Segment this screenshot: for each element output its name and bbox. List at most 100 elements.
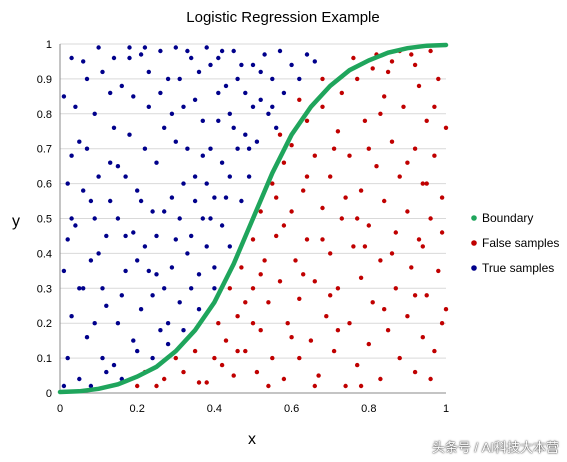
false-sample-point (297, 355, 302, 361)
false-sample-point (192, 348, 198, 354)
true-sample-point (165, 341, 171, 347)
true-sample-point (274, 125, 279, 130)
false-sample-point (204, 380, 209, 385)
true-sample-point (266, 111, 271, 117)
y-tick-label: 0.3 (37, 283, 52, 295)
true-sample-point (177, 76, 182, 82)
true-sample-point (146, 69, 151, 75)
false-sample-point (320, 237, 325, 242)
true-sample-point (212, 195, 217, 200)
false-sample-point (362, 118, 368, 124)
false-sample-point (343, 195, 348, 200)
false-sample-point (416, 83, 422, 89)
true-sample-point (227, 244, 232, 249)
true-sample-point (312, 59, 317, 64)
true-sample-point (146, 268, 151, 274)
true-sample-point (84, 335, 90, 340)
false-sample-point (412, 369, 418, 375)
false-sample-point (382, 94, 387, 99)
true-sample-point (169, 111, 175, 117)
true-sample-point (196, 307, 202, 312)
true-sample-point (127, 55, 132, 61)
true-sample-point (243, 90, 248, 96)
false-sample-point (405, 209, 410, 214)
x-axis-title: x (248, 431, 256, 448)
false-sample-point (331, 348, 337, 354)
boundary-series (57, 42, 449, 395)
false-sample-point (304, 174, 310, 179)
true-sample-point (77, 286, 82, 291)
false-sample-point (428, 376, 433, 382)
false-sample-point (428, 216, 433, 221)
false-sample-point (297, 97, 302, 103)
true-sample-point (204, 181, 209, 186)
false-sample-point (358, 188, 364, 193)
chart-title: Logistic Regression Example (186, 9, 379, 26)
false-sample-point (382, 307, 387, 312)
false-sample-point (355, 216, 360, 221)
false-sample-point (281, 160, 287, 165)
false-sample-point (358, 383, 364, 389)
false-sample-point (274, 195, 279, 200)
true-sample-point (185, 48, 190, 54)
false-sample-point (235, 348, 240, 354)
true-sample-point (189, 55, 194, 61)
axes (59, 44, 446, 394)
false-sample-point (154, 383, 159, 389)
true-sample-point (192, 198, 198, 204)
false-sample-point (270, 181, 275, 186)
true-sample-point (216, 55, 221, 61)
false-sample-point (289, 143, 294, 148)
true-sample-point (131, 338, 136, 343)
false-sample-point (308, 338, 314, 343)
y-tick-label: 0.2 (37, 318, 52, 330)
true-sample-point (115, 321, 121, 326)
false-sample-point (239, 265, 244, 270)
false-sample-point (436, 76, 441, 82)
false-sample-point (366, 223, 371, 228)
true-sample-point (88, 383, 94, 389)
true-sample-point (189, 286, 194, 291)
true-sample-point (150, 209, 155, 214)
false-sample-point (370, 300, 375, 305)
false-sample-point (412, 146, 418, 151)
true-sample-point (100, 69, 105, 75)
false-sample-point (355, 76, 360, 82)
grid-lines (60, 43, 446, 359)
true-sample-point (270, 76, 275, 82)
true-sample-point (61, 383, 67, 389)
false-sample-point (366, 341, 371, 347)
true-sample-point (181, 328, 186, 333)
false-sample-point (250, 237, 256, 242)
false-sample-point (135, 383, 140, 389)
true-sample-point (189, 233, 194, 239)
true-sample-point (138, 198, 144, 204)
false-sample-point (277, 132, 283, 137)
false-sample-point (397, 174, 402, 179)
false-sample-point (312, 153, 317, 158)
false-sample-point (262, 258, 267, 263)
y-tick-label: 0.5 (37, 214, 52, 226)
true-sample-point (81, 286, 86, 291)
true-sample-point (277, 48, 283, 54)
true-sample-point (65, 237, 70, 242)
true-sample-point (258, 97, 263, 103)
true-sample-point (173, 45, 178, 50)
false-sample-point (331, 146, 337, 151)
true-sample-point (208, 216, 213, 221)
true-sample-point (204, 244, 209, 249)
true-sample-point (100, 286, 105, 291)
false-sample-point (250, 321, 256, 326)
watermark: 头条号 / AI科技大本营 (431, 440, 559, 455)
true-sample-point (158, 48, 163, 54)
true-sample-point (227, 174, 232, 179)
true-sample-point (115, 164, 121, 169)
true-sample-point (216, 90, 221, 96)
false-sample-point (335, 328, 341, 333)
true-sample-point (223, 83, 229, 89)
true-sample-point (243, 132, 248, 137)
false-sample-point (281, 223, 287, 228)
false-sample-point (301, 272, 306, 277)
x-tick-label: 0.4 (207, 403, 222, 415)
false-sample-point (281, 376, 287, 382)
